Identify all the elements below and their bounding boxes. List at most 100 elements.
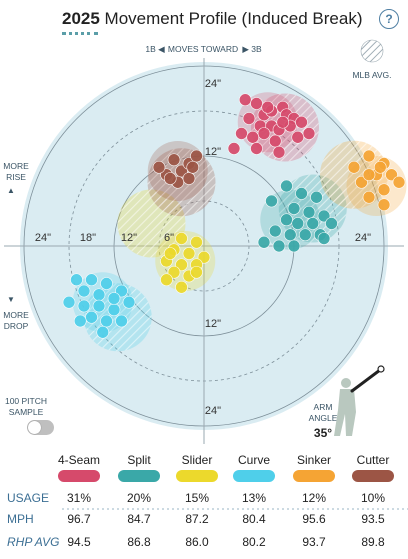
pitch-point-4-seam xyxy=(302,127,316,140)
y-tick-label: 12" xyxy=(205,146,221,158)
legend-swatch-4-seam xyxy=(58,470,100,482)
pitch-point-slider xyxy=(160,273,173,287)
figure-body xyxy=(334,389,356,436)
pitch-point-sinker xyxy=(362,149,376,163)
pitch-point-cutter xyxy=(182,172,196,185)
pitch-point-4-seam xyxy=(250,97,263,110)
pitch-point-split xyxy=(302,205,316,219)
toggle-knob xyxy=(28,421,41,434)
pitch-sample-toggle[interactable] xyxy=(27,420,54,435)
legend-label-sinker: Sinker xyxy=(297,453,331,467)
more-drop-label: DROP xyxy=(4,321,29,331)
table-cell: 96.7 xyxy=(67,512,91,526)
y-tick-label: 24" xyxy=(205,405,221,417)
pitch-point-slider xyxy=(163,247,177,260)
pitch-point-curve xyxy=(92,299,106,313)
figure-ball xyxy=(377,365,385,373)
pitch-point-curve xyxy=(100,314,113,328)
pitch-point-cutter xyxy=(163,172,177,185)
title-year: 2025 xyxy=(62,9,100,28)
x-tick-label: 18" xyxy=(80,232,96,244)
table-cell: 87.2 xyxy=(185,512,209,526)
legend-swatch-sinker xyxy=(293,470,335,482)
pitch-point-curve xyxy=(85,310,98,324)
pitch-point-4-seam xyxy=(257,127,271,140)
pitch-point-4-seam xyxy=(261,100,275,114)
pitch-point-curve xyxy=(92,288,106,302)
pitch-point-cutter xyxy=(186,160,200,174)
pitch-point-slider xyxy=(175,280,188,294)
mlb-avg-legend-icon xyxy=(360,39,384,63)
pitch-point-curve xyxy=(73,314,87,328)
pitch-point-cutter xyxy=(167,153,181,167)
table-cell: 13% xyxy=(242,491,266,505)
direction-mid: MOVES TOWARD xyxy=(168,44,238,54)
legend-swatch-split xyxy=(118,470,160,482)
pitch-point-split xyxy=(287,239,301,253)
pitch-point-curve xyxy=(107,303,121,317)
table-cell: 86.0 xyxy=(185,535,209,549)
pitch-point-curve xyxy=(107,292,121,305)
pitch-point-split xyxy=(272,239,286,253)
pitch-point-sinker xyxy=(392,175,406,189)
pitch-point-split xyxy=(280,213,293,227)
pitch-point-slider xyxy=(190,235,203,249)
table-cell: 93.7 xyxy=(302,535,326,549)
pitch-point-sinker xyxy=(377,198,391,212)
table-cell: 86.8 xyxy=(127,535,151,549)
legend-swatch-cutter xyxy=(352,470,394,482)
pitch-point-slider xyxy=(182,247,196,260)
page-title: 2025 Movement Profile (Induced Break) xyxy=(62,9,363,29)
pitch-point-slider xyxy=(175,232,188,245)
pitch-point-sinker xyxy=(377,183,391,197)
pitch-point-split xyxy=(280,179,293,193)
direction-left: 1B ◀ xyxy=(145,44,165,54)
table-cell: 15% xyxy=(185,491,209,505)
pitch-point-curve xyxy=(100,277,113,290)
pitch-point-curve xyxy=(115,284,128,298)
table-cell: 89.8 xyxy=(361,535,385,549)
pitch-point-split xyxy=(295,187,308,200)
pitch-point-curve xyxy=(77,284,91,298)
pitch-point-4-seam xyxy=(268,134,282,148)
pitch-point-cutter xyxy=(190,149,203,163)
pitch-point-split xyxy=(317,232,331,245)
pitch-point-split xyxy=(287,202,301,215)
arm-angle-label: ANGLE xyxy=(309,413,338,423)
pitch-point-split xyxy=(257,235,271,249)
pitch-point-cutter xyxy=(152,160,166,174)
pitch-point-slider xyxy=(190,265,203,279)
pitch-point-sinker xyxy=(362,168,376,182)
arm-angle-label: ARM xyxy=(314,402,333,412)
pitch-point-4-seam xyxy=(276,115,290,129)
pitch-point-curve xyxy=(77,299,91,313)
pitch-point-curve xyxy=(122,295,136,309)
pitch-point-4-seam xyxy=(227,142,241,155)
table-cell: 12% xyxy=(302,491,326,505)
legend-label-cutter: Cutter xyxy=(357,453,390,467)
table-cell: 80.4 xyxy=(242,512,266,526)
pitch-point-slider xyxy=(167,265,181,279)
pitch-point-split xyxy=(268,224,282,238)
x-tick-label: 24" xyxy=(35,232,51,244)
table-cell: 31% xyxy=(67,491,91,505)
legend-swatch-slider xyxy=(176,470,218,482)
pitch-point-split xyxy=(298,228,312,242)
title-underline xyxy=(62,32,98,35)
pitch-point-slider xyxy=(197,250,211,264)
pitch-point-4-seam xyxy=(250,142,263,155)
pitch-point-split xyxy=(317,209,331,223)
pitch-point-4-seam xyxy=(242,112,256,125)
pitch-point-split xyxy=(291,217,305,230)
y-tick-label: 24" xyxy=(205,78,221,90)
pitch-point-sinker xyxy=(385,168,398,182)
sample-label: 100 PITCH xyxy=(5,396,47,406)
more-rise-arrow: ▲ xyxy=(7,186,15,195)
sample-label: SAMPLE xyxy=(9,407,44,417)
figure-arm xyxy=(350,368,382,393)
help-icon[interactable]: ? xyxy=(379,9,399,29)
row-label: USAGE xyxy=(7,491,49,505)
legend-swatch-curve xyxy=(233,470,275,482)
table-cell: 93.5 xyxy=(361,512,385,526)
more-drop-arrow: ▼ xyxy=(7,295,15,304)
